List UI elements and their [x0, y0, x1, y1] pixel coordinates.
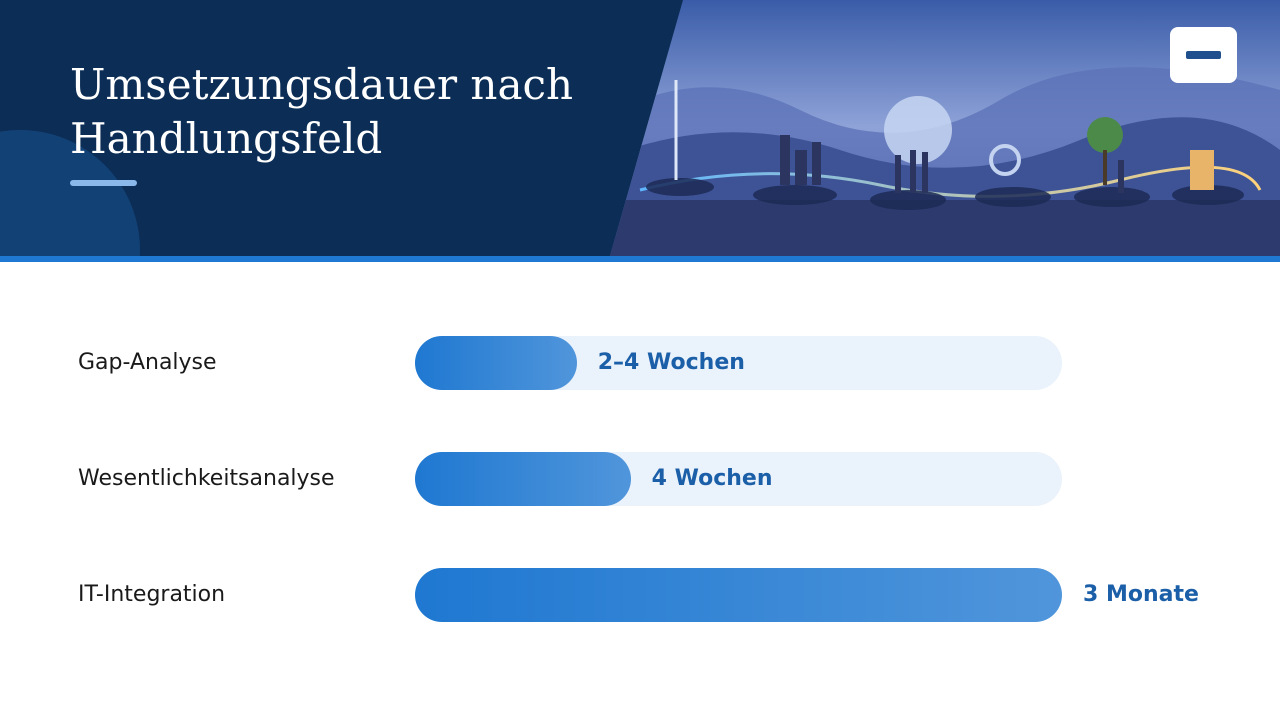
chart-title: Umsetzungsdauer nach Handlungsfeld — [70, 60, 574, 163]
header-rule — [0, 256, 1280, 262]
bar-row: Gap-Analyse 2–4 Wochen — [0, 336, 1280, 390]
bar — [415, 336, 577, 390]
category-label: Wesentlichkeitsanalyse — [78, 466, 335, 491]
bar — [415, 568, 1062, 622]
bar-row: IT-Integration 3 Monate — [0, 568, 1280, 622]
category-label: IT-Integration — [78, 582, 226, 607]
category-label: Gap-Analyse — [78, 350, 217, 375]
bar — [415, 452, 631, 506]
value-label: 2–4 Wochen — [597, 350, 745, 375]
value-label: 4 Wochen — [651, 466, 773, 491]
logo-mark — [1186, 51, 1221, 59]
value-label: 3 Monate — [1083, 582, 1199, 607]
logo — [1170, 27, 1237, 83]
title-accent — [70, 180, 137, 186]
header: Umsetzungsdauer nach Handlungsfeld — [0, 0, 1280, 256]
bar-row: Wesentlichkeitsanalyse 4 Wochen — [0, 452, 1280, 506]
header-art — [0, 0, 1280, 256]
